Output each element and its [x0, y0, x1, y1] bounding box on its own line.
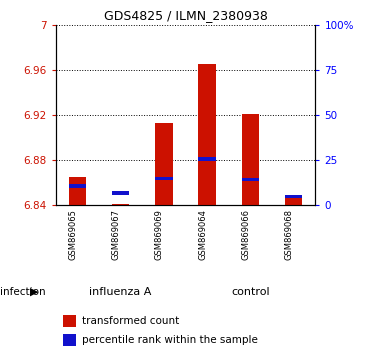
- Bar: [63, 315, 76, 327]
- Bar: [155, 177, 173, 180]
- Bar: [285, 195, 302, 198]
- Text: ▶: ▶: [30, 287, 38, 297]
- Bar: [198, 158, 216, 161]
- Bar: [242, 178, 259, 181]
- Text: GDS4825 / ILMN_2380938: GDS4825 / ILMN_2380938: [104, 9, 267, 22]
- Text: GSM869068: GSM869068: [285, 209, 294, 260]
- Bar: [285, 198, 302, 205]
- Text: GSM869064: GSM869064: [198, 209, 207, 260]
- Text: transformed count: transformed count: [82, 316, 179, 326]
- Text: control: control: [231, 287, 270, 297]
- Text: percentile rank within the sample: percentile rank within the sample: [82, 335, 257, 345]
- Text: influenza A: influenza A: [89, 287, 152, 297]
- Bar: [155, 123, 173, 205]
- Bar: [69, 177, 86, 205]
- Bar: [112, 191, 129, 195]
- Bar: [63, 334, 76, 346]
- Text: infection: infection: [0, 287, 46, 297]
- Text: GSM869069: GSM869069: [155, 209, 164, 260]
- Text: GSM869066: GSM869066: [242, 209, 250, 260]
- Bar: [198, 64, 216, 205]
- Bar: [69, 184, 86, 188]
- Bar: [242, 114, 259, 205]
- Text: GSM869065: GSM869065: [68, 209, 77, 260]
- Bar: [112, 204, 129, 205]
- Text: GSM869067: GSM869067: [112, 209, 121, 260]
